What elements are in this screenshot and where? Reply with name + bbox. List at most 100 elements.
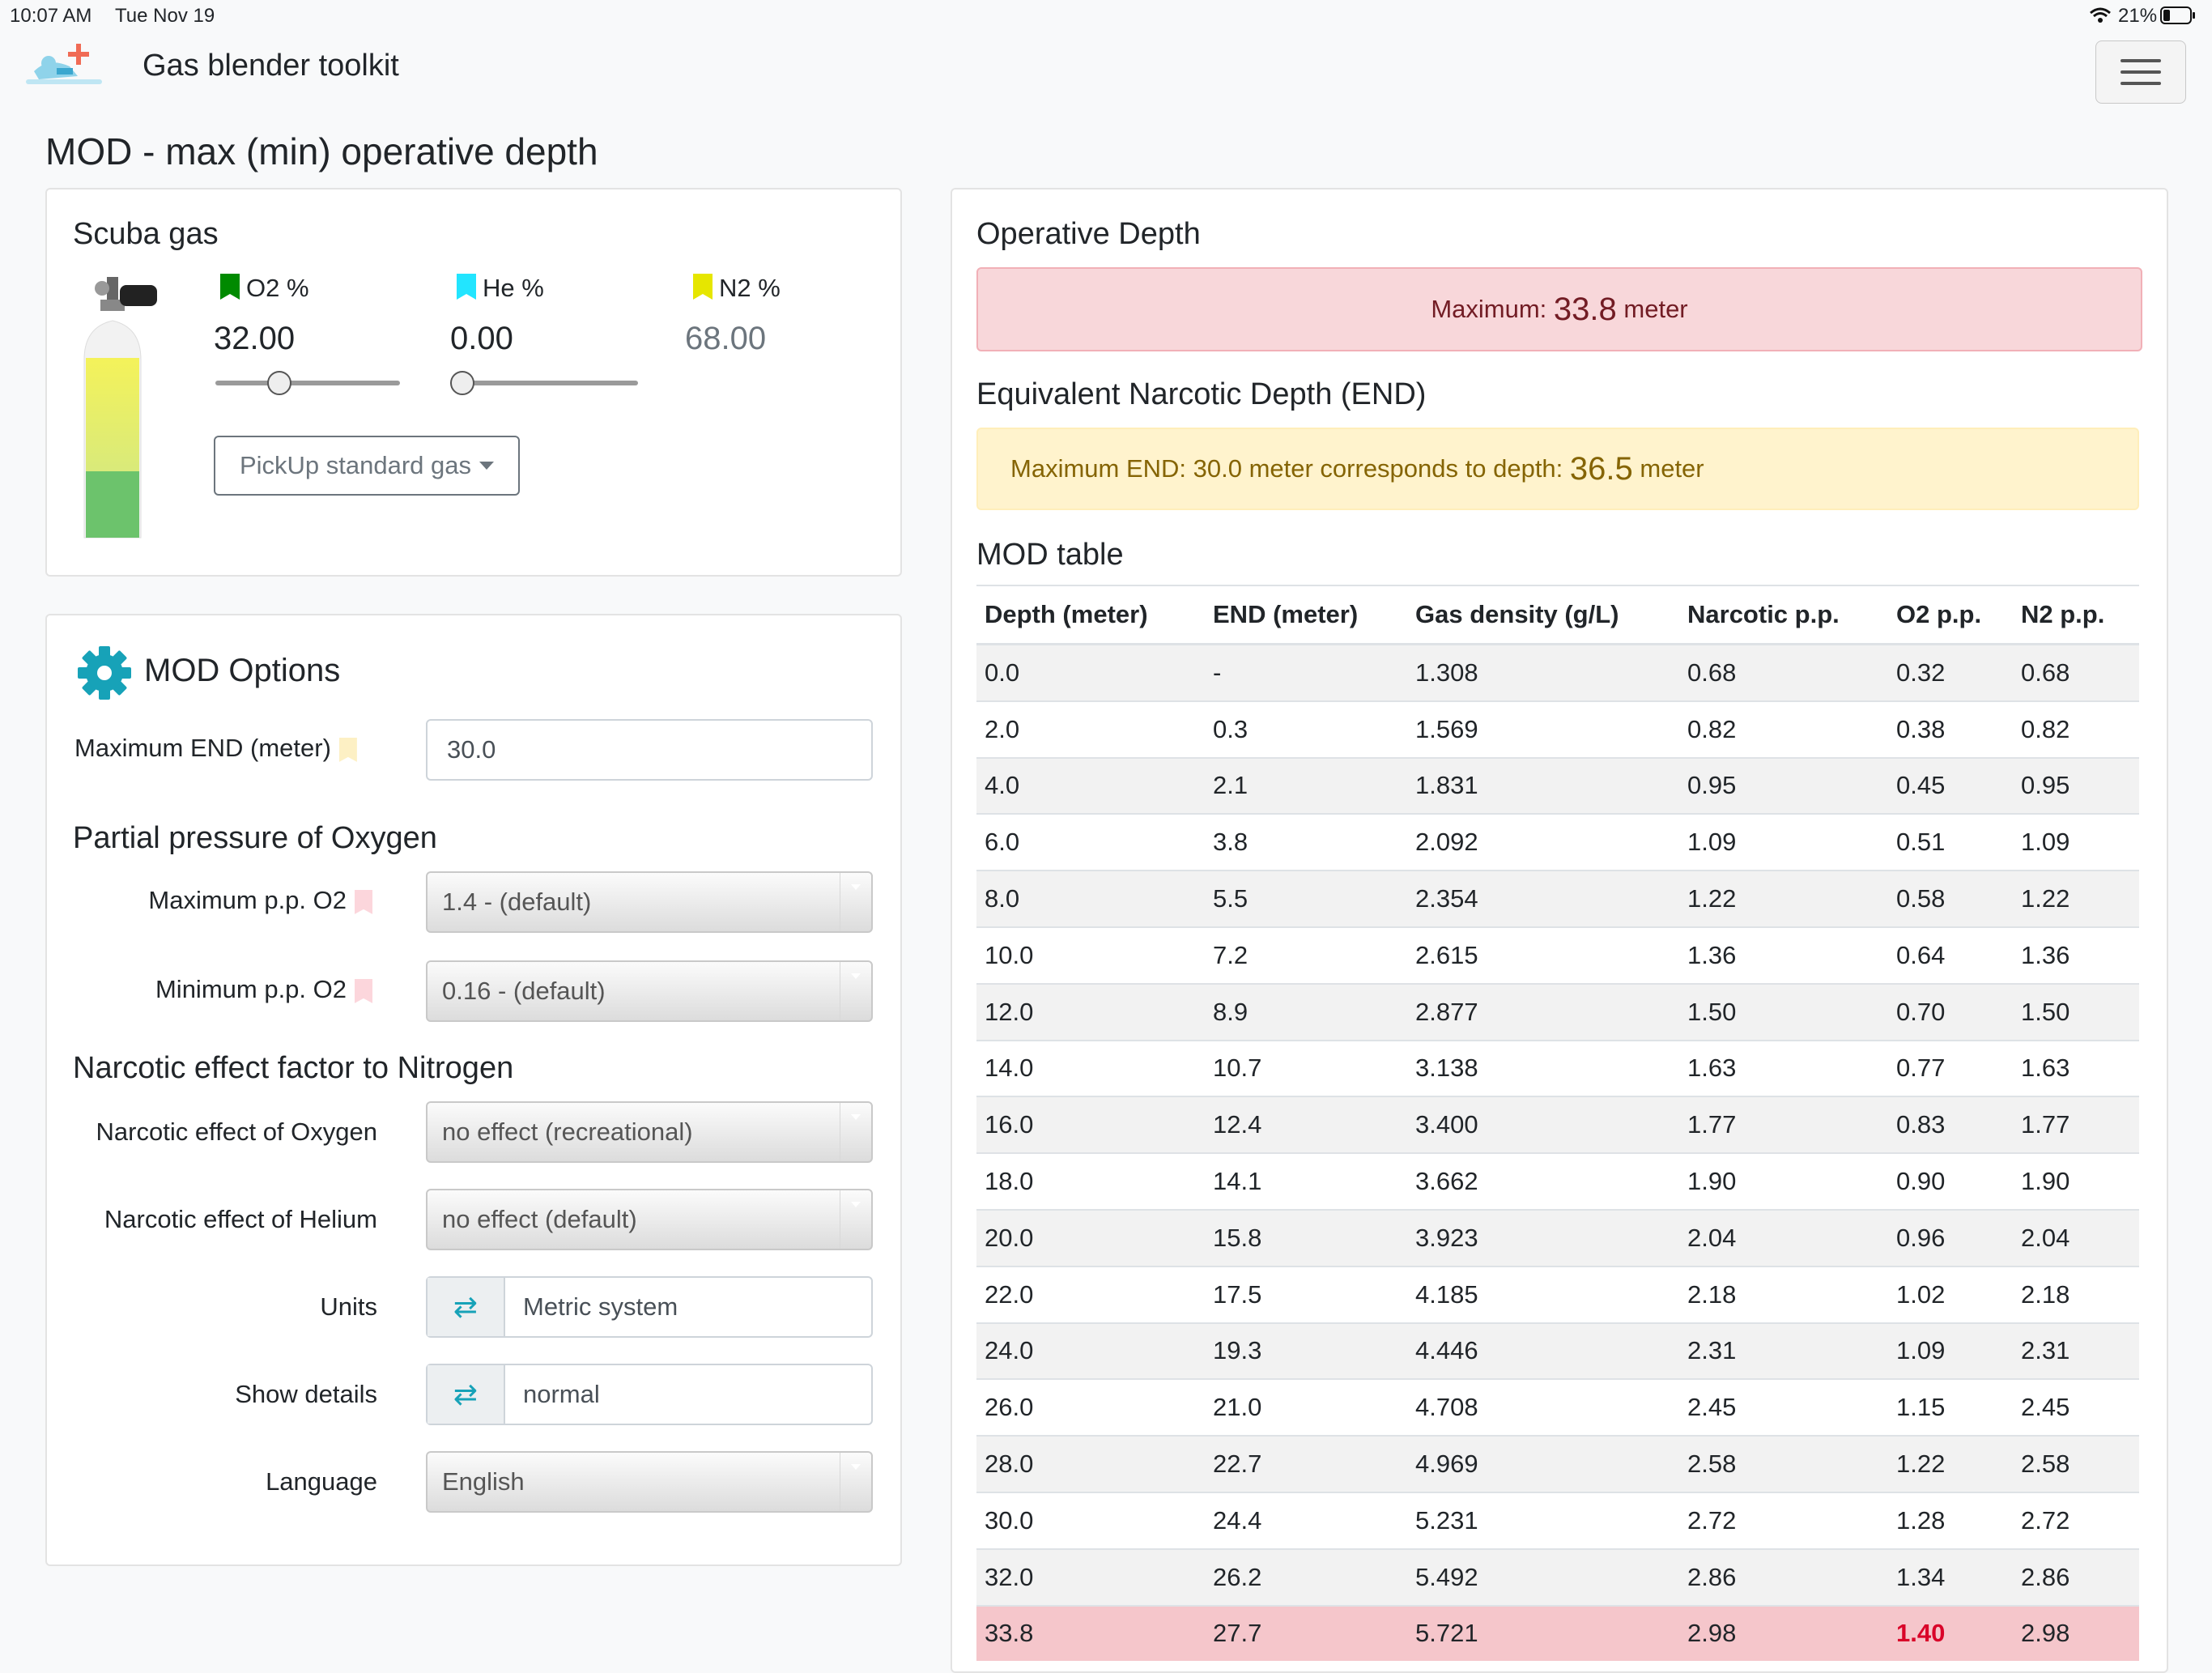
o2-pp-cell: 0.32 [1888,643,2013,701]
o2-pp-cell: 1.34 [1888,1547,2013,1606]
end-cell: 27.7 [1205,1604,1407,1662]
depth-cell: 4.0 [976,756,1205,815]
end-cell: 24.4 [1205,1491,1407,1549]
pickup-standard-gas-button[interactable]: PickUp standard gas [214,436,520,496]
depth-cell: 12.0 [976,982,1205,1041]
mod-table-body: 0.0-1.308 0.68 0.32 0.68 2.0 0.3 1.569 0.82 0.38… [976,643,2139,1662]
he-value: 0.00 [450,321,513,356]
narcotic-pp-cell: 1.90 [1679,1152,1888,1210]
min-pp-select[interactable]: 0.16 - (default) [426,960,873,1022]
he-slider-thumb[interactable] [450,371,474,395]
density-cell: 3.138 [1407,1039,1679,1097]
units-toggle[interactable]: ⇄ Metric system [426,1276,873,1338]
depth-cell: 33.8 [976,1604,1205,1662]
narc-he-value: no effect (default) [442,1205,637,1233]
details-toggle[interactable]: ⇄ normal [426,1364,873,1425]
n2-pp-cell: 0.68 [2013,643,2139,701]
max-end-input[interactable]: 30.0 [426,719,873,781]
o2-pp-cell: 0.45 [1888,756,2013,815]
table-row: 33.8 27.7 5.721 2.98 1.40 2.98 [976,1604,2139,1662]
n2-pp-cell: 2.72 [2013,1491,2139,1549]
depth-cell: 26.0 [976,1378,1205,1437]
max-pp-label-group: Maximum p.p. O2 [73,886,372,915]
density-cell: 3.923 [1407,1208,1679,1266]
max-pp-select[interactable]: 1.4 - (default) [426,871,873,933]
details-value: normal [523,1380,600,1408]
narcotic-pp-cell: 1.36 [1679,926,1888,984]
narcotic-pp-cell: 2.04 [1679,1208,1888,1266]
end-cell: 7.2 [1205,926,1407,984]
max-end-label-group: Maximum END (meter) [74,734,357,763]
depth-cell: 20.0 [976,1208,1205,1266]
col-header-depth: Depth (meter) [976,585,1205,645]
details-label: Show details [235,1380,377,1408]
n2-label: N2 % [719,274,781,302]
table-row: 8.0 5.5 2.354 1.22 0.58 1.22 [976,870,2139,927]
language-select[interactable]: English [426,1451,873,1513]
n2-pp-cell: 2.98 [2013,1604,2139,1662]
max-depth-unit: meter [1616,295,1688,323]
max-depth-value: 33.8 [1553,291,1617,327]
density-cell: 4.446 [1407,1322,1679,1380]
diver-plus-icon[interactable] [24,39,105,97]
depth-cell: 28.0 [976,1435,1205,1492]
density-cell: 3.400 [1407,1096,1679,1154]
o2-slider[interactable] [215,381,400,385]
n2-pp-cell: 1.90 [2013,1152,2139,1210]
caret-down-icon [479,462,495,470]
swap-icon[interactable]: ⇄ [428,1278,505,1336]
he-slider[interactable] [450,381,638,385]
max-end-label: Maximum END (meter) [74,734,331,762]
max-pp-value: 1.4 - (default) [442,888,592,916]
he-flag-icon [457,274,476,300]
hamburger-icon-line [2121,70,2161,74]
end-cell: 8.9 [1205,982,1407,1041]
max-end-value: 30.0 [447,735,496,764]
o2-slider-thumb[interactable] [267,371,291,395]
end-alert: Maximum END: 30.0 meter corresponds to d… [976,428,2139,510]
table-row: 16.0 12.4 3.400 1.77 0.83 1.77 [976,1096,2139,1154]
n2-flag-icon [693,274,713,300]
narc-o2-select[interactable]: no effect (recreational) [426,1101,873,1163]
density-cell: 2.877 [1407,982,1679,1041]
o2-pp-cell: 0.90 [1888,1152,2013,1210]
end-depth-unit: meter [1632,454,1704,483]
swap-icon[interactable]: ⇄ [428,1365,505,1424]
o2-value: 32.00 [214,321,296,356]
n2-pp-cell: 0.95 [2013,756,2139,815]
table-row: 32.0 26.2 5.492 2.86 1.34 2.86 [976,1547,2139,1606]
battery-percent: 21% [2118,5,2158,27]
n2-pp-cell: 2.31 [2013,1322,2139,1380]
o2-pp-cell: 0.64 [1888,926,2013,984]
depth-cell: 24.0 [976,1322,1205,1380]
menu-button[interactable] [2095,40,2186,104]
end-cell: 15.8 [1205,1208,1407,1266]
o2-flag-icon [220,274,240,300]
end-cell: 5.5 [1205,870,1407,927]
end-cell: 3.8 [1205,813,1407,871]
table-row: 18.0 14.1 3.662 1.90 0.90 1.90 [976,1152,2139,1210]
col-header-n2-pp: N2 p.p. [2013,585,2139,645]
narc-he-select[interactable]: no effect (default) [426,1189,873,1250]
table-row: 20.0 15.8 3.923 2.04 0.96 2.04 [976,1208,2139,1266]
o2-pp-cell: 0.77 [1888,1039,2013,1097]
o2-pp-cell: 1.02 [1888,1265,2013,1323]
hamburger-icon-line [2121,82,2161,85]
n2-pp-cell: 1.77 [2013,1096,2139,1154]
dropdown-arrow-icon [840,1453,871,1511]
n2-pp-cell: 2.04 [2013,1208,2139,1266]
o2-pp-cell: 0.70 [1888,982,2013,1041]
depth-cell: 16.0 [976,1096,1205,1154]
table-row: 14.0 10.7 3.138 1.63 0.77 1.63 [976,1039,2139,1097]
density-cell: 5.721 [1407,1604,1679,1662]
density-cell: 2.615 [1407,926,1679,984]
density-cell: 4.969 [1407,1435,1679,1492]
density-cell: 2.354 [1407,870,1679,927]
end-title: Equivalent Narcotic Depth (END) [976,377,1427,411]
end-depth-value: 36.5 [1569,450,1633,487]
min-pp-flag-icon [355,978,372,1003]
max-end-flag-icon [338,737,357,762]
col-header-end: END (meter) [1205,585,1407,645]
n2-pp-cell: 0.82 [2013,700,2139,758]
depth-cell: 14.0 [976,1039,1205,1097]
